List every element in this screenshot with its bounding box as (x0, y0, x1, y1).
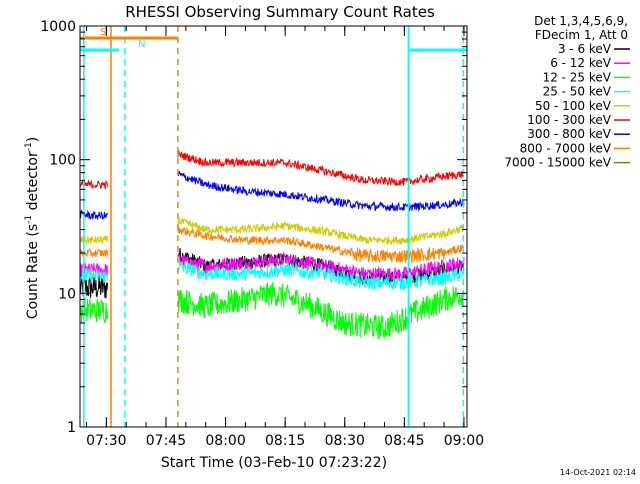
x-tick-label: 07:45 (146, 433, 186, 449)
x-axis-label: Start Time (03-Feb-10 07:23:22) (161, 455, 387, 471)
y-axis-label-sup2: -1 (24, 142, 34, 151)
series-7-line (177, 226, 465, 264)
x-tick-label: 08:15 (265, 433, 305, 449)
legend-label-0: 3 - 6 keV (558, 42, 612, 56)
legend-label-3: 25 - 50 keV (543, 85, 612, 99)
series-7 (80, 226, 465, 264)
series-6-line (177, 170, 465, 213)
flag-label-1: N (138, 39, 145, 50)
series-1-line (177, 251, 465, 282)
legend-label-2: 12 - 25 keV (543, 70, 612, 84)
y-axis-label-mid: detector (25, 151, 41, 215)
series-5-line (177, 149, 465, 187)
series-3 (80, 261, 465, 292)
y-axis-label-sup1: -1 (24, 215, 34, 224)
legend-label-5: 100 - 300 keV (527, 113, 611, 127)
series-3-line (177, 261, 465, 292)
series-2-line (177, 281, 465, 340)
series-2-pre-gap-line (80, 297, 108, 324)
legend-label-7: 800 - 7000 keV (520, 141, 612, 155)
series-5 (80, 149, 465, 190)
series-5-pre-gap-line (80, 179, 108, 190)
series-1 (80, 251, 465, 282)
footer-timestamp: 14-Oct-2021 02:14 (560, 468, 636, 477)
y-axis-label: Count Rate (s-1 detector-1) (24, 137, 41, 319)
legend-label-4: 50 - 100 keV (535, 99, 612, 113)
series-7-pre-gap-line (80, 248, 108, 258)
series-3-pre-gap-line (80, 268, 108, 285)
x-tick-label: 08:30 (325, 433, 365, 449)
series-4-line (177, 217, 465, 246)
series-1-pre-gap-line (80, 262, 108, 277)
legend-label-6: 300 - 800 keV (527, 127, 611, 141)
x-tick-label: 09:00 (444, 433, 484, 449)
legend-label-1: 6 - 12 keV (550, 56, 612, 70)
series-0-pre-gap-line (80, 275, 108, 299)
legend-header-line-1: Det 1,3,4,5,6,9, (534, 14, 628, 28)
y-tick-label: 100 (49, 153, 76, 169)
legend-label-8: 7000 - 15000 keV (504, 156, 611, 170)
series-4 (80, 217, 465, 246)
plot-frame (79, 25, 468, 428)
y-tick-label: 10 (58, 286, 76, 302)
flag-label-0: S (100, 27, 106, 38)
series-4-pre-gap-line (80, 235, 108, 246)
series-6-pre-gap-line (80, 209, 108, 221)
y-tick-label: 1000 (40, 19, 76, 35)
x-tick-label: 07:30 (86, 433, 126, 449)
legend-header-line-2: FDecim 1, Att 0 (535, 28, 628, 42)
y-axis-label-end: ) (25, 137, 41, 142)
series-2 (80, 281, 465, 340)
series-6 (80, 170, 465, 221)
x-tick-label: 08:45 (384, 433, 424, 449)
x-tick-label: 08:00 (205, 433, 245, 449)
y-tick-label: 1 (67, 420, 76, 436)
plot-area: SN (80, 26, 467, 427)
y-axis-label-main: Count Rate (s (25, 224, 41, 319)
chart-title: RHESSI Observing Summary Count Rates (125, 3, 435, 21)
